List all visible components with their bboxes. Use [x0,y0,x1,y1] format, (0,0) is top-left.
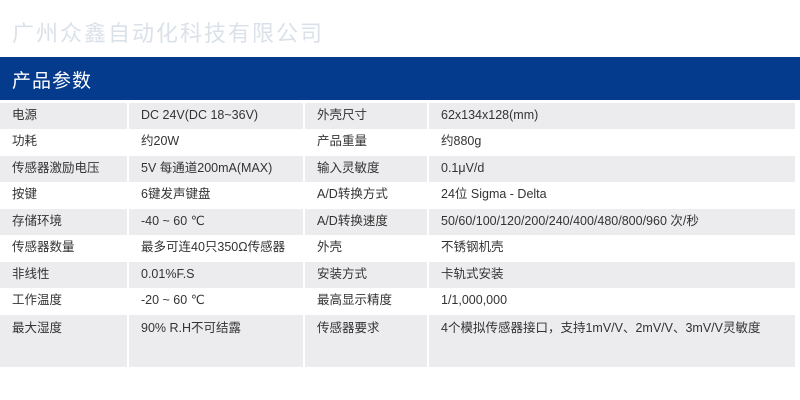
spec-value: 24位 Sigma - Delta [427,181,795,209]
spec-value: 最多可连40只350Ω传感器 [127,234,304,262]
table-row: 非线性 0.01%F.S 安装方式 卡轨式安装 [0,261,795,288]
spec-label: 产品重量 [303,128,428,156]
spec-value: 50/60/100/120/200/240/400/480/800/960 次/… [427,208,795,235]
spec-label: 非线性 [0,261,128,288]
spec-label: 传感器要求 [303,314,428,367]
table-row: 传感器数量 最多可连40只350Ω传感器 外壳 不锈钢机壳 [0,234,795,262]
spec-label: A/D转换速度 [303,208,428,235]
table-row: 传感器激励电压 5V 每通道200mA(MAX) 输入灵敏度 0.1μV/d [0,155,795,182]
spec-label: 传感器激励电压 [0,155,128,182]
spec-label: 存储环境 [0,208,128,235]
spec-value: 90% R.H不可结露 [127,314,304,367]
spec-label: 最大湿度 [0,314,128,367]
spec-value: 5V 每通道200mA(MAX) [127,155,304,182]
section-header: 产品参数 [0,57,800,100]
table-row: 功耗 约20W 产品重量 约880g [0,128,795,156]
spec-value: -20 ~ 60 ℃ [127,287,304,315]
spec-label: 按键 [0,181,128,209]
watermark: 广州众鑫自动化科技有限公司 [12,21,325,46]
spec-value: 4个模拟传感器接口，支持1mV/V、2mV/V、3mV/V灵敏度 [427,314,795,367]
spec-label: 最高显示精度 [303,287,428,315]
spec-value: 6键发声键盘 [127,181,304,209]
spec-label: 电源 [0,102,128,129]
spec-value: 约880g [427,128,795,156]
spec-value: 0.01%F.S [127,261,304,288]
spec-value: DC 24V(DC 18~36V) [127,102,304,129]
spec-value: 卡轨式安装 [427,261,795,288]
table-row: 工作温度 -20 ~ 60 ℃ 最高显示精度 1/1,000,000 [0,287,795,315]
spec-label: A/D转换方式 [303,181,428,209]
spec-label: 外壳 [303,234,428,262]
table-row: 按键 6键发声键盘 A/D转换方式 24位 Sigma - Delta [0,181,795,209]
spec-value: 62x134x128(mm) [427,102,795,129]
spec-table: 电源 DC 24V(DC 18~36V) 外壳尺寸 62x134x128(mm) 功耗约… [0,102,795,367]
spec-label: 外壳尺寸 [303,102,428,129]
spec-label: 传感器数量 [0,234,128,262]
spec-value: 0.1μV/d [427,155,795,182]
table-row: 存储环境 -40 ~ 60 ℃ A/D转换速度 50/60/100/120/200/2… [0,208,795,235]
table-row: 电源 DC 24V(DC 18~36V) 外壳尺寸 62x134x128(mm) [0,102,795,129]
spec-value: -40 ~ 60 ℃ [127,208,304,235]
table-row: 最大湿度 90% R.H不可结露 传感器要求 4个模拟传感器接口，支持1mV/V、2m… [0,314,795,367]
spec-value: 不锈钢机壳 [427,234,795,262]
spec-label: 工作温度 [0,287,128,315]
spec-label: 输入灵敏度 [303,155,428,182]
spec-value: 约20W [127,128,304,156]
spec-label: 安装方式 [303,261,428,288]
section-title: 产品参数 [12,71,93,92]
spec-label: 功耗 [0,128,128,156]
spec-value: 1/1,000,000 [427,287,795,315]
